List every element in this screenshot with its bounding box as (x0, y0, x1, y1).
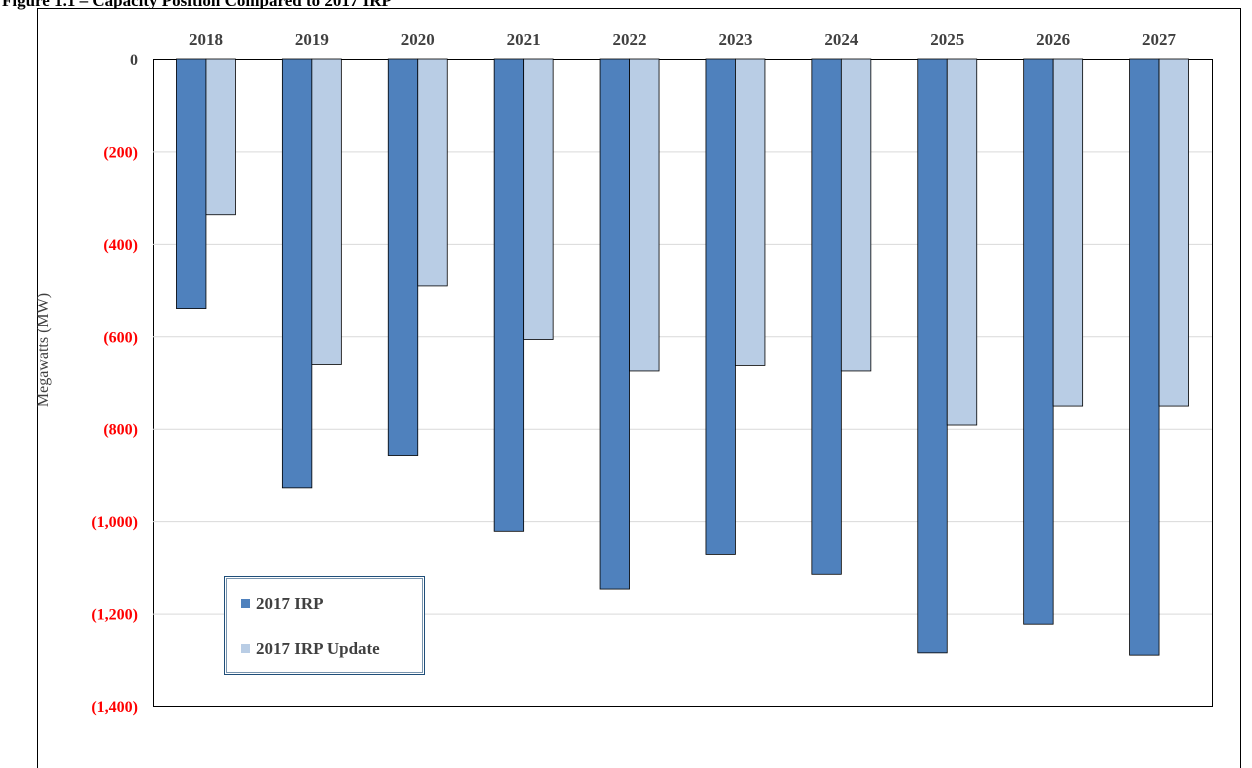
category-label-2023: 2023 (718, 30, 752, 49)
bar-2021-series-2 (524, 59, 554, 340)
legend-swatch-2017-irp (241, 599, 250, 608)
bar-2025-series-1 (918, 59, 948, 653)
bar-2021-series-1 (494, 59, 524, 531)
bar-2023-series-2 (735, 59, 765, 365)
y-tick-label: (1,000) (91, 514, 138, 531)
bar-2025-series-2 (947, 59, 977, 425)
y-tick-label: (600) (103, 329, 138, 346)
category-label-2024: 2024 (824, 30, 859, 49)
bar-2024-series-2 (841, 59, 871, 371)
category-label-2020: 2020 (401, 30, 435, 49)
bar-2022-series-1 (600, 59, 630, 589)
bar-2020-series-2 (418, 59, 448, 286)
category-label-2025: 2025 (930, 30, 964, 49)
bar-2019-series-1 (282, 59, 312, 488)
bar-2023-series-1 (706, 59, 736, 554)
bar-2018-series-2 (206, 59, 236, 215)
bar-2024-series-1 (812, 59, 842, 574)
bar-2027-series-2 (1159, 59, 1189, 406)
y-axis-title: Megawatts (MW) (35, 293, 52, 407)
bar-2026-series-2 (1053, 59, 1083, 406)
bar-2019-series-2 (312, 59, 342, 364)
bar-2020-series-1 (388, 59, 418, 456)
y-tick-label: (1,200) (91, 607, 138, 624)
y-tick-label: (400) (103, 237, 138, 254)
bar-2026-series-1 (1024, 59, 1054, 624)
category-label-2026: 2026 (1036, 30, 1070, 49)
y-tick-label: (800) (103, 422, 138, 439)
y-tick-label: (200) (103, 144, 138, 161)
legend-label-2017-irp-update: 2017 IRP Update (256, 639, 380, 658)
legend-swatch-2017-irp-update (241, 644, 250, 653)
y-tick-label: 0 (130, 52, 138, 69)
category-label-2027: 2027 (1142, 30, 1177, 49)
legend-label-2017-irp: 2017 IRP (256, 594, 324, 613)
y-tick-label: (1,400) (91, 699, 138, 716)
bar-2027-series-1 (1130, 59, 1160, 655)
bar-2022-series-2 (630, 59, 660, 371)
category-label-2019: 2019 (295, 30, 329, 49)
category-label-2022: 2022 (613, 30, 647, 49)
legend: 2017 IRP 2017 IRP Update (225, 577, 425, 675)
bar-2018-series-1 (176, 59, 206, 309)
category-label-2018: 2018 (189, 30, 223, 49)
category-label-2021: 2021 (507, 30, 541, 49)
